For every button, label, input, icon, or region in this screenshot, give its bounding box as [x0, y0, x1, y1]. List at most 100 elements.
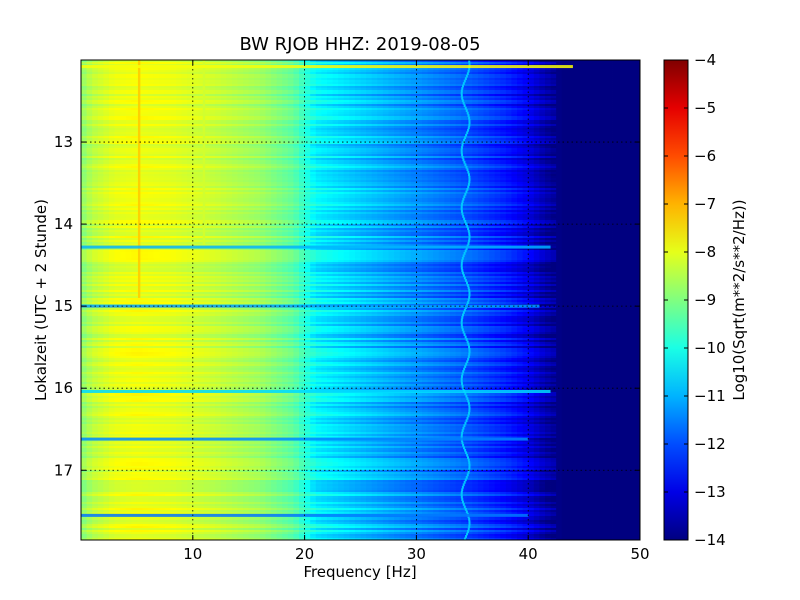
heatmap-cell [248, 130, 255, 133]
heatmap-cell [203, 102, 210, 105]
heatmap-cell [399, 74, 406, 77]
heatmap-cell [203, 112, 210, 115]
heatmap-cell [326, 96, 333, 99]
heatmap-cell [556, 112, 563, 115]
heatmap-cell [461, 128, 468, 131]
heatmap-cell [455, 104, 462, 107]
heatmap-cell [438, 62, 445, 65]
heatmap-cell [97, 120, 104, 123]
heatmap-cell [623, 64, 630, 67]
heatmap-cell [176, 74, 183, 77]
heatmap-cell [81, 108, 87, 111]
heatmap-cell [466, 94, 473, 97]
heatmap-cell [108, 128, 115, 131]
heatmap-cell [153, 104, 160, 107]
heatmap-cell [86, 114, 93, 117]
heatmap-cell [248, 114, 255, 117]
heatmap-cell [427, 62, 434, 65]
heatmap-cell [589, 124, 596, 127]
heatmap-cell [148, 114, 155, 117]
heatmap-cell [572, 120, 579, 123]
heatmap-cell [215, 120, 222, 123]
heatmap-cell [198, 90, 205, 93]
heatmap-cell [466, 106, 473, 109]
heatmap-cell [377, 126, 384, 129]
heatmap-cell [259, 78, 266, 81]
heatmap-cell [315, 110, 322, 113]
heatmap-cell [237, 92, 244, 95]
heatmap-cell [561, 84, 568, 87]
heatmap-cell [533, 120, 540, 123]
heatmap-cell [561, 86, 568, 89]
heatmap-cell [226, 106, 233, 109]
heatmap-cell [567, 86, 574, 89]
heatmap-cell [282, 78, 289, 81]
heatmap-cell [421, 86, 428, 89]
heatmap-cell [421, 88, 428, 91]
heatmap-cell [477, 118, 484, 121]
heatmap-cell [231, 100, 238, 103]
heatmap-cell [276, 100, 283, 103]
heatmap-cell [466, 112, 473, 115]
heatmap-cell [131, 116, 138, 119]
heatmap-cell [388, 74, 395, 77]
heatmap-cell [248, 118, 255, 121]
heatmap-cell [265, 128, 272, 131]
heatmap-cell [533, 130, 540, 133]
heatmap-cell [92, 128, 99, 131]
heatmap-cell [220, 80, 227, 83]
heatmap-cell [477, 96, 484, 99]
heatmap-cell [388, 94, 395, 97]
heatmap-cell [299, 86, 305, 89]
heatmap-cell [600, 68, 607, 71]
heatmap-cell [265, 110, 272, 113]
heatmap-cell [589, 106, 596, 109]
heatmap-cell [617, 116, 624, 119]
heatmap-cell [517, 60, 524, 63]
heatmap-cell [427, 128, 434, 131]
heatmap-cell [634, 106, 640, 109]
heatmap-cell [231, 62, 238, 65]
heatmap-cell [159, 106, 166, 109]
heatmap-cell [97, 80, 104, 83]
heatmap-cell [550, 114, 557, 117]
heatmap-cell [349, 68, 356, 71]
heatmap-cell [248, 88, 255, 91]
heatmap-cell [343, 106, 350, 109]
heatmap-cell [120, 82, 127, 85]
heatmap-cell [125, 86, 132, 89]
heatmap-cell [589, 78, 596, 81]
heatmap-cell [595, 104, 602, 107]
heatmap-cell [142, 102, 149, 105]
heatmap-cell [259, 92, 266, 95]
heatmap-cell [254, 98, 261, 101]
heatmap-cell [416, 114, 423, 117]
heatmap-cell [86, 128, 93, 131]
heatmap-cell [170, 114, 177, 117]
heatmap-cell [416, 118, 423, 121]
heatmap-cell [299, 110, 305, 113]
heatmap-cell [354, 92, 361, 95]
heatmap-cell [237, 70, 244, 73]
heatmap-cell [511, 112, 518, 115]
heatmap-cell [410, 130, 417, 133]
heatmap-cell [108, 130, 115, 133]
heatmap-cell [293, 94, 300, 97]
heatmap-cell [561, 88, 568, 91]
heatmap-cell [231, 86, 238, 89]
heatmap-cell [606, 66, 613, 69]
heatmap-cell [617, 80, 624, 83]
heatmap-cell [231, 74, 238, 77]
heatmap-cell [494, 104, 501, 107]
heatmap-cell [612, 90, 619, 93]
heatmap-cell [159, 82, 166, 85]
heatmap-cell [388, 114, 395, 117]
heatmap-cell [153, 132, 160, 135]
heatmap-cell [97, 62, 104, 65]
heatmap-cell [617, 110, 624, 113]
heatmap-cell [528, 82, 535, 85]
heatmap-cell [489, 116, 496, 119]
heatmap-cell [477, 106, 484, 109]
heatmap-cell [159, 126, 166, 129]
heatmap-cell [226, 110, 233, 113]
